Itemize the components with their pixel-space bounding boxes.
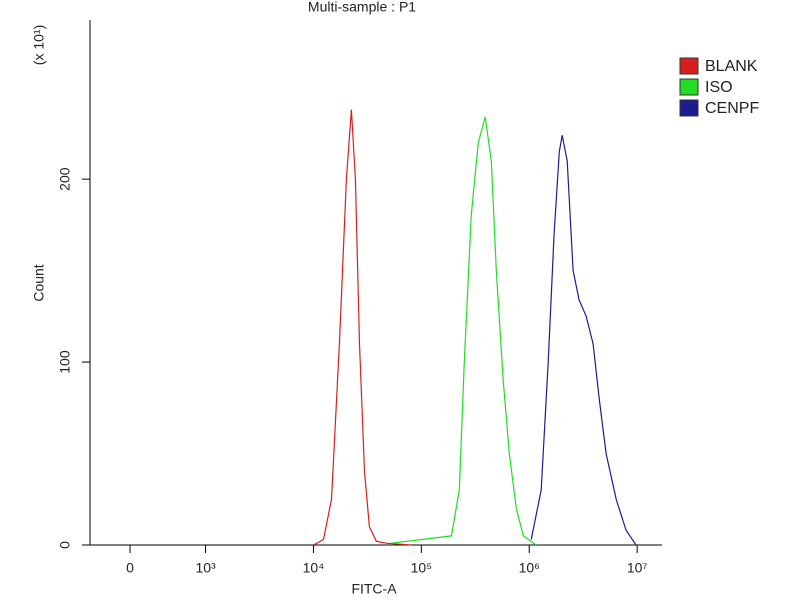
histogram-line [391,116,537,546]
x-tick-label: 10⁷ [627,560,648,576]
histogram-line [530,135,637,546]
legend-label: ISO [705,79,733,96]
legend-swatch [679,78,699,96]
y-tick-label: 100 [57,350,73,374]
y-axis-label: Count [31,264,47,301]
legend-swatch [679,57,699,75]
x-tick-label: 10⁶ [519,560,540,576]
legend: BLANK ISO CENPF [679,57,759,117]
x-tick-label: 10⁵ [411,560,432,576]
legend-label: CENPF [705,100,759,117]
y-multiplier: (x 10¹) [31,25,47,65]
chart-title: Multi-sample : P1 [308,0,416,15]
y-tick-label: 0 [57,541,73,549]
x-axis-label: FITC-A [351,581,397,597]
y-tick-label: 200 [57,167,73,191]
legend-label: BLANK [705,58,758,75]
legend-swatch [679,99,699,117]
histogram-line [313,109,412,546]
x-tick-label: 0 [126,560,134,576]
x-tick-label: 10³ [195,560,216,576]
x-tick-label: 10⁴ [303,560,325,576]
